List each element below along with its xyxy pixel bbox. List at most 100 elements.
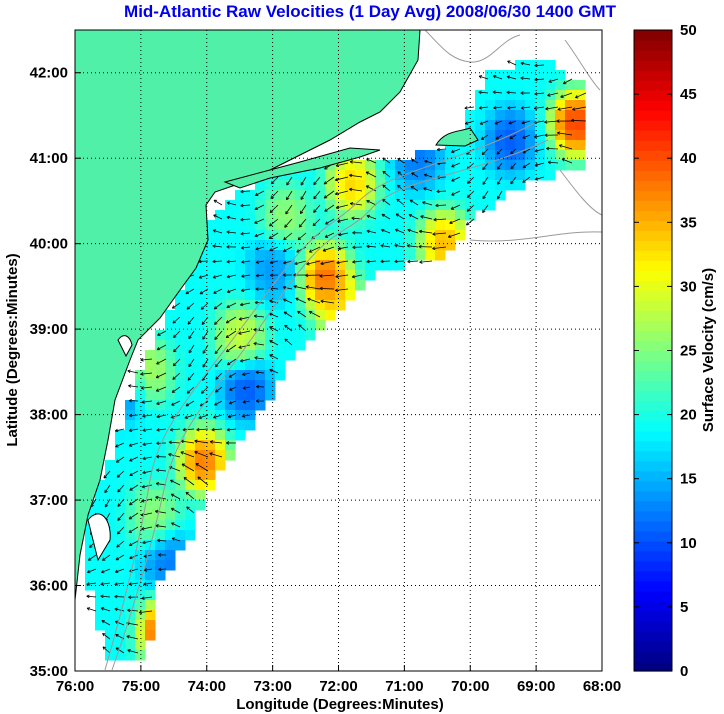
velocity-vector xyxy=(226,201,237,206)
velocity-vector xyxy=(117,498,125,507)
velocity-cell xyxy=(505,90,516,101)
velocity-vector xyxy=(309,246,321,253)
velocity-cell xyxy=(245,410,256,421)
velocity-cell xyxy=(535,110,546,121)
velocity-cell xyxy=(205,440,216,451)
colorbar-tick-label: 15 xyxy=(680,471,697,488)
velocity-cell xyxy=(545,80,556,91)
velocity-cell xyxy=(435,160,446,171)
velocity-vector xyxy=(212,229,223,234)
velocity-cell xyxy=(135,520,146,531)
velocity-vector xyxy=(286,176,293,186)
velocity-cell xyxy=(135,370,146,381)
velocity-vector xyxy=(116,540,125,548)
velocity-cell xyxy=(325,290,336,301)
velocity-cell xyxy=(215,290,226,301)
velocity-vector xyxy=(419,260,433,264)
velocity-vector xyxy=(366,214,377,220)
velocity-vector xyxy=(180,451,195,458)
velocity-cell xyxy=(195,370,206,381)
colorbar-tick-label: 10 xyxy=(680,535,697,552)
velocity-cell xyxy=(265,360,276,371)
velocity-vector xyxy=(104,498,111,508)
velocity-cell xyxy=(575,140,586,151)
velocity-cell xyxy=(105,540,116,551)
velocity-cell xyxy=(205,400,216,411)
x-tick-label: 68:00 xyxy=(583,678,621,695)
velocity-cell xyxy=(295,300,306,311)
velocity-vector xyxy=(508,120,517,125)
velocity-vector xyxy=(226,215,237,220)
velocity-vector xyxy=(520,91,531,95)
velocity-vector xyxy=(482,176,489,185)
velocity-cell xyxy=(515,110,526,121)
velocity-cell xyxy=(305,230,316,241)
velocity-vector xyxy=(556,131,573,136)
velocity-vector xyxy=(436,147,447,152)
velocity-cell xyxy=(345,260,356,271)
velocity-cell xyxy=(125,650,136,661)
velocity-cell xyxy=(425,180,436,191)
velocity-cell xyxy=(315,240,326,251)
velocity-cell xyxy=(395,260,406,271)
velocity-cell xyxy=(385,220,396,231)
velocity-cell xyxy=(465,140,476,151)
velocity-cell xyxy=(315,320,326,331)
velocity-cell xyxy=(145,630,156,641)
velocity-cell xyxy=(315,250,326,261)
velocity-cell xyxy=(175,420,186,431)
velocity-cell xyxy=(545,120,556,131)
velocity-cell xyxy=(155,410,166,421)
velocity-vector xyxy=(240,189,251,194)
velocity-cell xyxy=(285,340,296,351)
velocity-cell xyxy=(245,280,256,291)
velocity-cell xyxy=(325,240,336,251)
velocity-cell xyxy=(175,480,186,491)
velocity-cell xyxy=(575,110,586,121)
velocity-cell xyxy=(325,280,336,291)
x-tick-label: 72:00 xyxy=(319,678,357,695)
velocity-cell xyxy=(125,400,136,411)
velocity-cell xyxy=(135,630,146,641)
velocity-cell xyxy=(265,300,276,311)
velocity-cell xyxy=(515,130,526,141)
velocity-vector xyxy=(352,245,363,250)
velocity-cell xyxy=(345,200,356,211)
velocity-vector xyxy=(226,302,237,309)
velocity-vector xyxy=(156,414,167,419)
velocity-cell xyxy=(205,420,216,431)
velocity-cell xyxy=(335,180,346,191)
velocity-cell xyxy=(215,380,226,391)
velocity-cell xyxy=(185,460,196,471)
velocity-cell xyxy=(355,210,366,221)
velocity-vector xyxy=(544,120,559,124)
velocity-cell xyxy=(155,490,166,501)
velocity-cell xyxy=(95,500,106,511)
velocity-cell xyxy=(165,380,176,391)
velocity-cell xyxy=(185,440,196,451)
velocity-cell xyxy=(315,230,326,241)
velocity-cell xyxy=(255,310,266,321)
velocity-vector xyxy=(128,540,139,547)
velocity-cell xyxy=(305,240,316,251)
velocity-vector xyxy=(480,134,489,140)
velocity-cell xyxy=(145,530,156,541)
velocity-cell xyxy=(295,280,306,291)
x-tick-label: 71:00 xyxy=(385,678,423,695)
velocity-cell xyxy=(225,440,236,451)
velocity-vector xyxy=(171,302,181,309)
velocity-cell xyxy=(425,150,436,161)
velocity-cell xyxy=(415,170,426,181)
velocity-cell xyxy=(175,400,186,411)
velocity-cell xyxy=(325,170,336,181)
velocity-cell xyxy=(265,280,276,291)
velocity-vector xyxy=(213,288,223,294)
velocity-vector xyxy=(169,427,181,432)
velocity-vector xyxy=(115,554,125,561)
velocity-cell xyxy=(425,240,436,251)
velocity-vector xyxy=(195,463,209,472)
velocity-cell xyxy=(245,220,256,231)
velocity-cell xyxy=(395,250,406,261)
velocity-cell xyxy=(295,260,306,271)
velocity-cell xyxy=(485,140,496,151)
